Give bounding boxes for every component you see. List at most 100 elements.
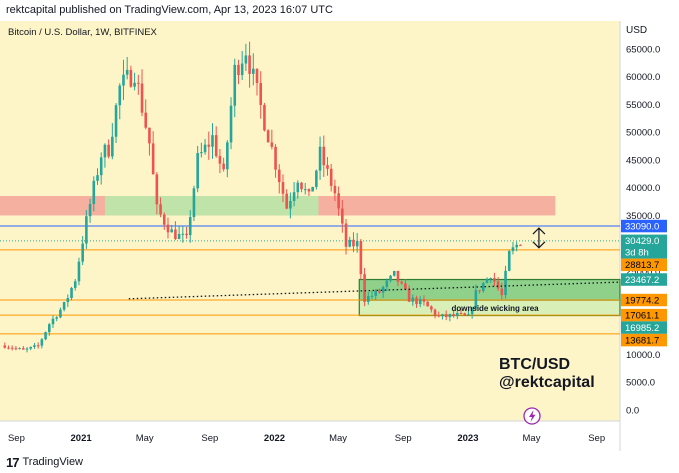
candle-body bbox=[55, 317, 58, 319]
candle-body bbox=[489, 278, 492, 280]
candle-body bbox=[285, 193, 288, 209]
btc-chart[interactable]: 0.05000.010000.015000.020000.025000.0300… bbox=[0, 21, 679, 451]
candle-body bbox=[77, 261, 81, 282]
candle-body bbox=[133, 82, 136, 87]
candle-body bbox=[292, 192, 296, 201]
candle-body bbox=[496, 281, 500, 289]
y-tick-label: 50000.0 bbox=[626, 128, 660, 139]
candle-body bbox=[7, 347, 10, 349]
tradingview-logo-icon: 17 bbox=[6, 454, 20, 470]
plot-background bbox=[0, 21, 620, 421]
publish-header: rektcapital published on TradingView.com… bbox=[6, 4, 333, 16]
candle-body bbox=[40, 339, 44, 346]
x-tick-label: 2023 bbox=[457, 433, 478, 444]
x-tick-label: May bbox=[136, 433, 154, 444]
candle-body bbox=[289, 200, 292, 209]
candle-body bbox=[211, 135, 214, 147]
candle-body bbox=[396, 270, 400, 282]
candle-body bbox=[244, 55, 248, 64]
candle-body bbox=[200, 152, 203, 154]
candle-body bbox=[433, 309, 437, 316]
price-label-box bbox=[621, 333, 667, 347]
y-tick-label: 35000.0 bbox=[626, 211, 660, 222]
chart-area[interactable]: 0.05000.010000.015000.020000.025000.0300… bbox=[0, 21, 679, 451]
candle-body bbox=[415, 297, 418, 305]
candle-body bbox=[359, 241, 363, 275]
candle-body bbox=[355, 241, 359, 247]
price-label: 30429.0 bbox=[625, 236, 659, 247]
price-label-box bbox=[621, 293, 667, 307]
candle-body bbox=[259, 83, 263, 105]
price-label-box bbox=[621, 273, 667, 286]
candle-body bbox=[300, 182, 303, 190]
x-tick-label: Sep bbox=[588, 433, 605, 444]
candle-body bbox=[144, 112, 148, 128]
candle-body bbox=[430, 306, 433, 310]
candle-body bbox=[470, 308, 474, 315]
y-tick-label: 10000.0 bbox=[626, 350, 660, 361]
lightning-icon[interactable] bbox=[523, 407, 541, 425]
candle-body bbox=[363, 274, 366, 302]
candle-body bbox=[107, 144, 110, 157]
candle-body bbox=[485, 278, 489, 283]
x-tick-label: May bbox=[329, 433, 347, 444]
candle-body bbox=[207, 144, 211, 147]
candle-body bbox=[341, 208, 344, 224]
candle-body bbox=[129, 69, 133, 87]
candle-body bbox=[155, 174, 159, 205]
candle-body bbox=[18, 348, 21, 350]
candle-body bbox=[10, 347, 14, 349]
candle-body bbox=[459, 313, 463, 315]
x-tick-label: 2022 bbox=[264, 433, 285, 444]
candle-body bbox=[29, 346, 33, 349]
candle-body bbox=[14, 348, 18, 350]
candle-body bbox=[392, 270, 396, 276]
candle-body bbox=[222, 163, 225, 170]
tradingview-brand: TradingView bbox=[22, 456, 84, 468]
price-label: 16985.2 bbox=[625, 323, 659, 334]
candle-body bbox=[281, 182, 285, 194]
candle-body bbox=[226, 142, 229, 170]
candle-body bbox=[181, 233, 185, 235]
candle-body bbox=[25, 348, 29, 350]
candle-body bbox=[44, 332, 47, 340]
candle-body bbox=[407, 289, 411, 302]
candle-body bbox=[519, 244, 522, 246]
candle-body bbox=[277, 169, 281, 183]
candle-body bbox=[400, 281, 403, 284]
candle-body bbox=[125, 69, 129, 75]
candle-body bbox=[140, 83, 144, 113]
candle-body bbox=[33, 345, 36, 347]
candle-body bbox=[337, 193, 340, 209]
candle-body bbox=[441, 314, 444, 317]
candle-body bbox=[333, 185, 337, 194]
candle-body bbox=[303, 189, 307, 191]
candle-body bbox=[159, 204, 162, 215]
candle-body bbox=[326, 165, 329, 169]
candle-body bbox=[248, 55, 251, 74]
y-tick-label: 65000.0 bbox=[626, 44, 660, 55]
candle-body bbox=[378, 290, 381, 293]
candle-body bbox=[515, 244, 518, 248]
candle-body bbox=[296, 182, 300, 193]
candle-body bbox=[374, 290, 378, 296]
candle-body bbox=[192, 188, 196, 218]
price-label-box bbox=[621, 308, 667, 322]
price-label: 13681.7 bbox=[625, 335, 659, 346]
x-tick-label: Sep bbox=[8, 433, 25, 444]
candle-body bbox=[315, 170, 318, 187]
candle-body bbox=[151, 143, 155, 175]
price-label-box bbox=[621, 321, 667, 334]
candle-body bbox=[252, 68, 255, 74]
candle-body bbox=[188, 217, 192, 236]
candle-body bbox=[322, 146, 326, 166]
price-label: 28813.7 bbox=[625, 260, 659, 271]
candle-body bbox=[3, 345, 7, 348]
candle-body bbox=[36, 345, 40, 347]
candle-body bbox=[418, 299, 422, 305]
candle-body bbox=[229, 105, 233, 143]
price-label: 17061.1 bbox=[625, 310, 659, 321]
candle-body bbox=[51, 318, 55, 325]
candle-body bbox=[237, 64, 240, 76]
prior-support-zone bbox=[104, 196, 319, 216]
